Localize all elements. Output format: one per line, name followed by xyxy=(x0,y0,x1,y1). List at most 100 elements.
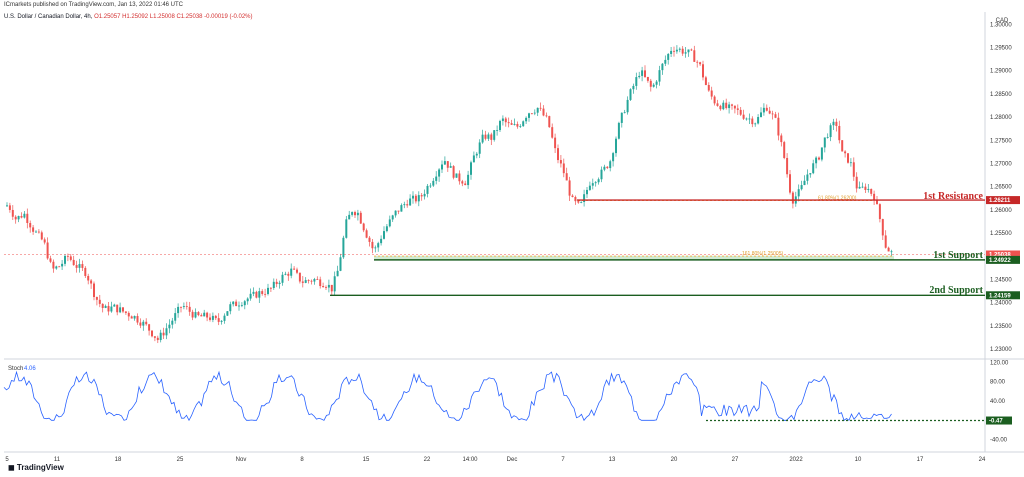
candle-body xyxy=(258,291,261,298)
candle-body xyxy=(658,70,661,82)
candle-body xyxy=(223,315,226,321)
candle-body xyxy=(290,268,293,276)
candle-body xyxy=(751,118,754,125)
candle-body xyxy=(504,118,507,123)
stoch-value: 4.06 xyxy=(24,366,36,372)
candle-body xyxy=(284,273,287,275)
tradingview-logo[interactable]: ◼ TradingView xyxy=(8,463,64,472)
candle-body xyxy=(664,59,667,64)
candle-body xyxy=(542,108,545,116)
price-tick-label: 1.26000 xyxy=(990,208,1012,214)
candle-body xyxy=(26,213,29,224)
candle-body xyxy=(675,49,678,52)
candle-body xyxy=(818,157,820,160)
candle-body xyxy=(409,198,412,206)
candle-body xyxy=(165,328,168,336)
candle-body xyxy=(826,137,829,138)
candle-body xyxy=(623,112,626,114)
candle-body xyxy=(185,306,188,307)
candle-body xyxy=(557,148,559,161)
candle-body xyxy=(748,118,751,120)
candle-body xyxy=(765,107,768,111)
time-tick-label: 14:00 xyxy=(462,457,478,463)
candle-body xyxy=(209,317,211,320)
candle-body xyxy=(354,212,356,216)
candle-body xyxy=(200,315,203,317)
candle-body xyxy=(867,188,870,190)
candle-body xyxy=(107,305,110,312)
candle-body xyxy=(90,280,93,284)
price-tick-label: 1.24500 xyxy=(990,277,1012,283)
candle-body xyxy=(272,281,275,289)
candle-body xyxy=(493,130,496,140)
time-tick-label: 7 xyxy=(561,457,565,463)
candle-body xyxy=(304,280,307,283)
candle-body xyxy=(101,303,104,308)
candle-body xyxy=(301,281,304,283)
candle-body xyxy=(8,205,11,210)
candle-body xyxy=(226,311,229,316)
ohlc-legend: U.S. Dollar / Canadian Dollar, 4h, O1.25… xyxy=(4,14,253,20)
candle-body xyxy=(832,121,835,126)
candle-body xyxy=(368,237,371,242)
candle-body xyxy=(98,299,101,304)
candle-body xyxy=(577,201,580,203)
candle-body xyxy=(757,117,760,124)
candle-body xyxy=(145,321,148,325)
candle-body xyxy=(768,110,771,114)
candle-body xyxy=(78,264,81,268)
candle-body xyxy=(490,134,493,140)
candle-body xyxy=(14,216,17,220)
candle-body xyxy=(652,84,655,87)
candle-body xyxy=(342,237,345,258)
candle-body xyxy=(58,266,61,268)
candle-body xyxy=(238,305,240,307)
candle-body xyxy=(383,231,385,239)
candle-body xyxy=(739,109,742,115)
candle-body xyxy=(327,284,330,288)
candle-body xyxy=(325,287,327,288)
stoch-tick-label: -40.00 xyxy=(990,438,1008,444)
candle-body xyxy=(435,176,438,181)
currency-label: CAD xyxy=(996,18,1009,24)
candle-body xyxy=(104,305,107,308)
candle-body xyxy=(298,272,301,282)
candle-body xyxy=(707,84,710,91)
candle-body xyxy=(197,312,200,316)
candle-body xyxy=(815,157,818,164)
candle-body xyxy=(307,280,310,281)
candle-body xyxy=(838,125,841,141)
candle-body xyxy=(64,255,66,264)
candle-body xyxy=(820,147,823,160)
candle-body xyxy=(37,231,40,233)
price-tick-label: 1.28500 xyxy=(990,92,1012,98)
level-value-sup1: 1.24922 xyxy=(989,258,1011,264)
candle-body xyxy=(330,284,333,292)
candle-body xyxy=(40,232,43,240)
candle-body xyxy=(847,153,849,163)
candle-body xyxy=(252,291,255,294)
candle-body xyxy=(635,77,638,86)
candle-body xyxy=(261,291,264,294)
candle-body xyxy=(113,304,116,307)
symbol-label: U.S. Dollar / Canadian Dollar, 4h, xyxy=(4,14,93,20)
candle-body xyxy=(249,293,252,299)
candle-body xyxy=(55,266,58,269)
candle-body xyxy=(551,127,554,138)
candle-body xyxy=(333,276,336,292)
level-tag-res1 xyxy=(986,196,1020,205)
candle-body xyxy=(243,301,246,306)
candle-body xyxy=(501,118,504,121)
candle-body xyxy=(246,298,249,302)
stoch-level-value: -0.47 xyxy=(989,419,1003,425)
time-tick-label: 22 xyxy=(424,457,431,463)
candle-body xyxy=(554,137,557,149)
candle-body xyxy=(791,192,794,204)
candle-body xyxy=(545,115,548,117)
candle-body xyxy=(153,336,156,338)
candle-body xyxy=(783,142,786,158)
candle-body xyxy=(470,162,472,175)
candle-body xyxy=(499,120,501,131)
candle-body xyxy=(835,121,838,126)
